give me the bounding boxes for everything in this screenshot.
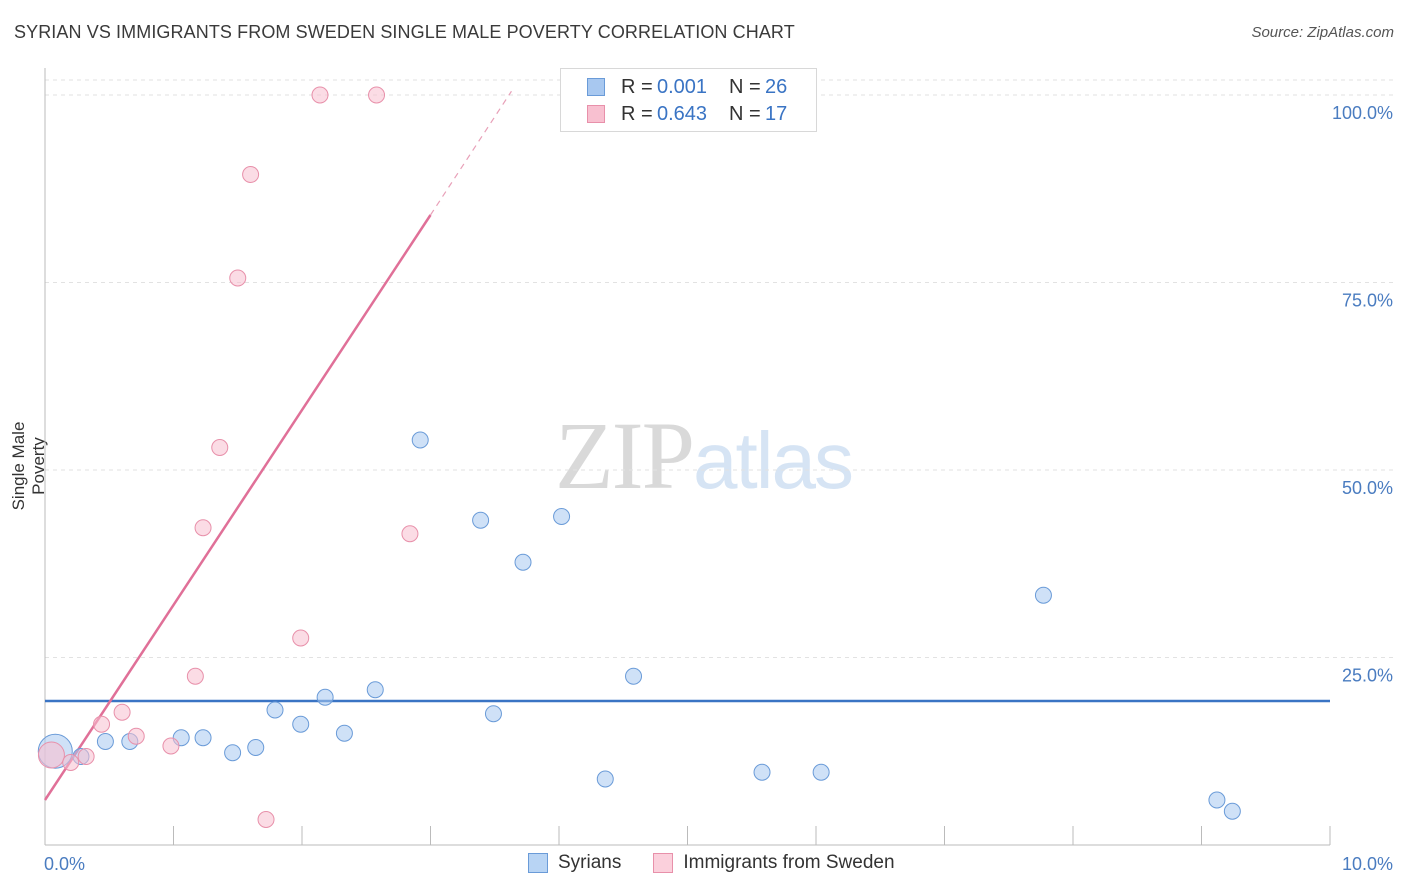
point-sweden xyxy=(93,715,111,733)
y-tick-label: 100.0% xyxy=(1332,103,1393,123)
point-syrians xyxy=(292,715,310,733)
point-syrians xyxy=(596,770,614,788)
point-sweden-cluster xyxy=(37,741,65,769)
legend-label-syrians: Syrians xyxy=(558,852,622,873)
y-tick-label: 75.0% xyxy=(1342,291,1393,311)
point-syrians xyxy=(553,508,571,525)
point-sweden xyxy=(127,727,145,745)
point-syrians xyxy=(316,688,334,706)
legend-row-syrians: R = 0.001 N = 26 xyxy=(587,75,787,99)
point-sweden xyxy=(162,737,180,755)
watermark-atlas: atlas xyxy=(693,416,854,505)
legend-r-label: R = xyxy=(621,102,653,125)
trend-lines xyxy=(43,90,1330,801)
series-legend: Syrians Immigrants from Sweden xyxy=(528,852,927,874)
point-sweden xyxy=(368,86,386,104)
legend-swatch-syrians xyxy=(587,78,605,96)
point-syrians xyxy=(812,763,830,781)
point-sweden xyxy=(77,748,95,765)
point-syrians xyxy=(484,705,502,723)
x-tick-label: 0.0% xyxy=(44,854,85,874)
legend-n-label: N = xyxy=(729,102,761,125)
point-syrians xyxy=(514,553,532,571)
point-sweden xyxy=(242,166,260,183)
point-syrians xyxy=(266,701,284,719)
chart-title: SYRIAN VS IMMIGRANTS FROM SWEDEN SINGLE … xyxy=(14,22,795,42)
point-syrians xyxy=(1208,791,1226,809)
point-sweden xyxy=(311,86,329,104)
y-tick-label: 25.0% xyxy=(1342,666,1393,686)
point-syrians xyxy=(96,733,114,750)
point-sweden xyxy=(194,519,212,537)
point-sweden xyxy=(401,525,419,543)
point-syrians xyxy=(1034,586,1052,604)
legend-r-label: R = xyxy=(621,75,653,98)
source-label: Source: ZipAtlas.com xyxy=(1251,24,1394,41)
point-sweden xyxy=(257,811,275,828)
point-sweden xyxy=(229,269,247,287)
legend-r-value: 0.001 xyxy=(657,75,708,98)
tick-labels: 25.0% 50.0% 75.0% 100.0% 0.0% 10.0% xyxy=(44,103,1393,874)
point-syrians xyxy=(625,667,643,685)
legend-r-value: 0.643 xyxy=(657,102,708,125)
legend-item-syrians: Syrians xyxy=(528,852,621,874)
trend-line-sweden-extension xyxy=(429,90,512,216)
legend-n-label: N = xyxy=(729,75,761,98)
legend-swatch-sweden xyxy=(653,853,674,873)
point-sweden xyxy=(292,629,310,647)
point-sweden xyxy=(62,754,80,771)
legend-n-value: 26 xyxy=(765,75,788,98)
axes xyxy=(44,68,1331,846)
point-sweden xyxy=(211,439,229,456)
legend-n-value: 17 xyxy=(765,102,788,125)
watermark-zip: ZIP xyxy=(555,402,695,509)
point-syrians xyxy=(366,681,384,699)
point-syrians xyxy=(472,511,490,529)
legend-swatch-syrians xyxy=(528,853,548,873)
trend-line-sweden xyxy=(43,214,432,801)
point-sweden xyxy=(113,703,131,721)
point-sweden xyxy=(186,667,204,685)
point-syrians xyxy=(224,744,242,762)
point-syrians xyxy=(247,739,265,756)
point-syrians xyxy=(1223,802,1241,820)
legend-label-sweden: Immigrants from Sweden xyxy=(683,852,895,873)
x-tick-label: 10.0% xyxy=(1342,854,1393,874)
correlation-legend: R = 0.001 N = 26 R = 0.643 N = 17 xyxy=(560,68,817,132)
point-syrians xyxy=(335,724,353,742)
point-syrians xyxy=(194,729,212,747)
y-tick-label: 50.0% xyxy=(1342,478,1393,498)
data-points xyxy=(37,86,1241,828)
point-syrians xyxy=(753,763,771,781)
legend-swatch-sweden xyxy=(587,105,605,123)
watermark: ZIPatlas xyxy=(555,400,854,511)
legend-item-sweden: Immigrants from Sweden xyxy=(653,852,895,874)
legend-row-sweden: R = 0.643 N = 17 xyxy=(587,102,787,126)
point-syrians xyxy=(411,431,429,449)
